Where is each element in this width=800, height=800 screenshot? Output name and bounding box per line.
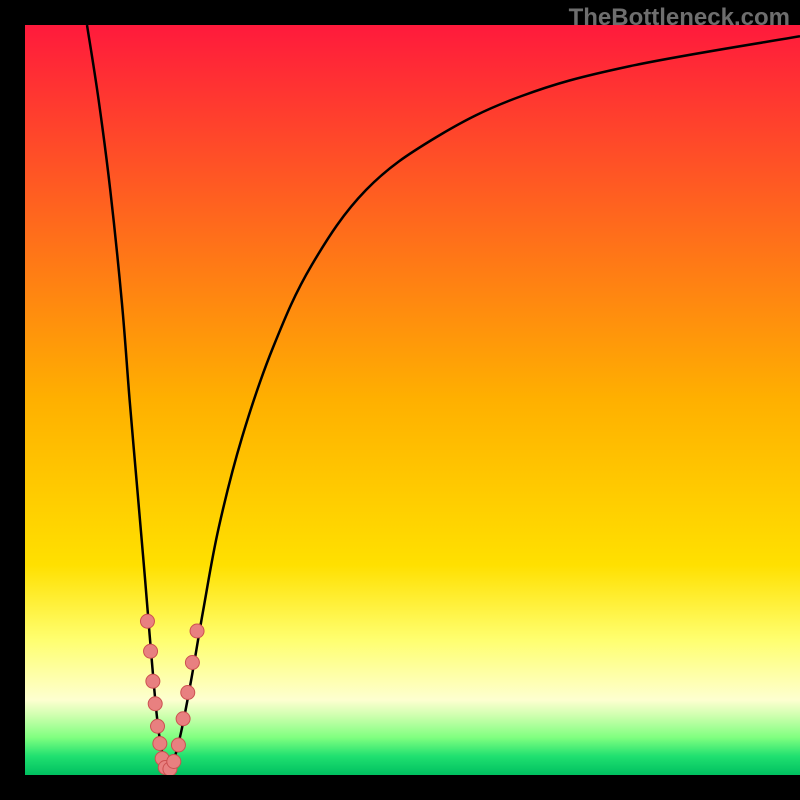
- data-marker: [153, 737, 167, 751]
- chart-svg: [25, 25, 800, 775]
- data-marker: [144, 644, 158, 658]
- data-marker: [185, 656, 199, 670]
- data-marker: [181, 686, 195, 700]
- data-marker: [190, 624, 204, 638]
- chart-plot-area: [25, 25, 800, 775]
- chart-background: [25, 25, 800, 775]
- data-marker: [140, 614, 154, 628]
- data-marker: [148, 697, 162, 711]
- data-marker: [167, 755, 181, 769]
- data-marker: [151, 719, 165, 733]
- data-marker: [176, 712, 190, 726]
- watermark-text: TheBottleneck.com: [569, 4, 790, 32]
- data-marker: [146, 674, 160, 688]
- data-marker: [171, 738, 185, 752]
